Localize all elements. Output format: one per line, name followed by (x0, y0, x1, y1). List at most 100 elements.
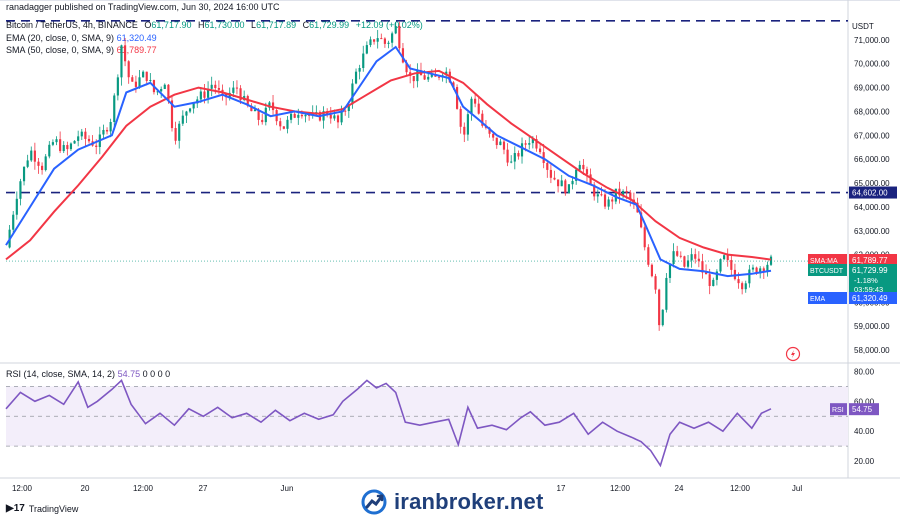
candle-body (369, 39, 372, 46)
tv-logo-text: TradingView (28, 503, 79, 514)
rsi-line[interactable] (5, 379, 772, 468)
candle-body (712, 279, 715, 286)
ema20-line[interactable] (5, 45, 772, 278)
candle-body (553, 177, 556, 180)
brand-logo-icon (361, 489, 387, 515)
candle-body (697, 258, 700, 262)
price-tag-name-box (808, 254, 847, 266)
tradingview-logo[interactable]: ▶17 TradingView (6, 503, 78, 514)
candle-body (488, 127, 491, 134)
ohlc-l-key: L (251, 20, 257, 30)
candle-body (95, 145, 98, 147)
candle-body (629, 192, 632, 200)
candle-body (167, 84, 170, 101)
candle-body (643, 227, 646, 248)
candle-body (575, 169, 578, 181)
rsi-tag-value: 54.75 (852, 405, 873, 414)
ohlc-h-key: H (197, 20, 205, 30)
candle-body (470, 98, 473, 115)
rsi-tick-label: 60.00 (854, 397, 875, 406)
currency-label[interactable]: USDT (852, 22, 874, 31)
x-tick-label: 12:00 (133, 484, 154, 493)
candle-body (549, 169, 552, 178)
sma-legend[interactable]: SMA (50, close, 0, SMA, 9) 61,789.77 (6, 45, 157, 55)
candle-body (246, 96, 249, 106)
sma-label: SMA (50, close, 0, SMA, 9) (6, 45, 115, 55)
ohlc-l-value: 61,717.89 (256, 20, 297, 30)
sma50-line[interactable] (5, 69, 772, 261)
ema-legend[interactable]: EMA (20, close, 0, SMA, 9) 61,320.49 (6, 33, 157, 43)
candle-body (769, 256, 773, 265)
ema-label: EMA (20, close, 0, SMA, 9) (6, 33, 115, 43)
candle-body (723, 255, 726, 260)
candle-body (48, 144, 51, 157)
candle-body (650, 264, 654, 277)
price-tick-label: 65,000.00 (854, 179, 890, 188)
x-tick-label: 17 (557, 484, 566, 493)
ohlc-line: Bitcoin / TetherUS, 4h, BINANCE O61,717.… (6, 20, 423, 30)
candle-body (232, 87, 235, 93)
price-tag-value-box (849, 264, 897, 294)
candle-body (730, 260, 733, 270)
candle-body (351, 83, 354, 105)
candle-body (704, 272, 708, 275)
candle-body (372, 39, 376, 42)
candle-body (253, 109, 257, 112)
price-tag-value: 61,789.77 (852, 256, 888, 265)
candle-body (387, 42, 390, 44)
publisher-text: ranadagger published on TradingView.com,… (6, 2, 280, 12)
candle-body (297, 114, 300, 118)
candle-body (142, 71, 145, 78)
candle-body (658, 289, 661, 326)
candle-body (279, 121, 282, 127)
alert-circle-icon[interactable] (785, 346, 801, 362)
candle-body (163, 84, 166, 90)
candle-body (567, 184, 571, 194)
candle-body (621, 190, 625, 196)
candle-body (138, 77, 141, 87)
candle-body (589, 174, 592, 185)
candle-body (513, 153, 516, 162)
price-tag-sub: -1.18% (854, 276, 878, 285)
candle-body (214, 84, 217, 88)
candle-body (235, 87, 239, 89)
candle-body (679, 255, 682, 257)
candle-body (41, 165, 44, 171)
sma-value: 61,789.77 (116, 45, 157, 55)
candle-body (80, 131, 83, 137)
rsi-tick-label: 80.00 (854, 367, 875, 376)
candle-body (156, 91, 159, 93)
candle-body (26, 160, 29, 167)
candle-body (192, 103, 195, 109)
candle-body (748, 269, 751, 284)
rsi-band (6, 386, 848, 447)
x-tick-label: 20 (81, 484, 90, 493)
candle-body (282, 126, 285, 129)
candle-body (531, 139, 534, 144)
price-tick-label: 66,000.00 (854, 155, 890, 164)
candle-body (293, 113, 296, 118)
candle-body (607, 199, 610, 207)
candle-body (365, 45, 368, 54)
candle-body (380, 38, 383, 40)
candle-body (37, 161, 40, 166)
candle-body (376, 38, 379, 42)
candle-body (647, 247, 650, 265)
candle-body (546, 163, 549, 170)
candle-body (618, 188, 621, 196)
candle-body (455, 87, 459, 109)
candle-body (131, 77, 134, 82)
ema-value: 61,320.49 (116, 33, 157, 43)
publisher-line: ranadagger published on TradingView.com,… (6, 2, 280, 12)
candle-body (362, 53, 365, 69)
candle-body (145, 71, 148, 81)
rsi-legend[interactable]: RSI (14, close, SMA, 14, 2) 54.75 0 0 0 … (6, 369, 170, 379)
price-tick-label: 68,000.00 (854, 107, 890, 116)
candle-body (354, 71, 358, 84)
x-tick-label: 24 (675, 484, 684, 493)
price-tag-value-box (849, 292, 897, 304)
candle-body (19, 181, 22, 199)
candle-body (668, 264, 672, 278)
candle-body (51, 142, 54, 145)
